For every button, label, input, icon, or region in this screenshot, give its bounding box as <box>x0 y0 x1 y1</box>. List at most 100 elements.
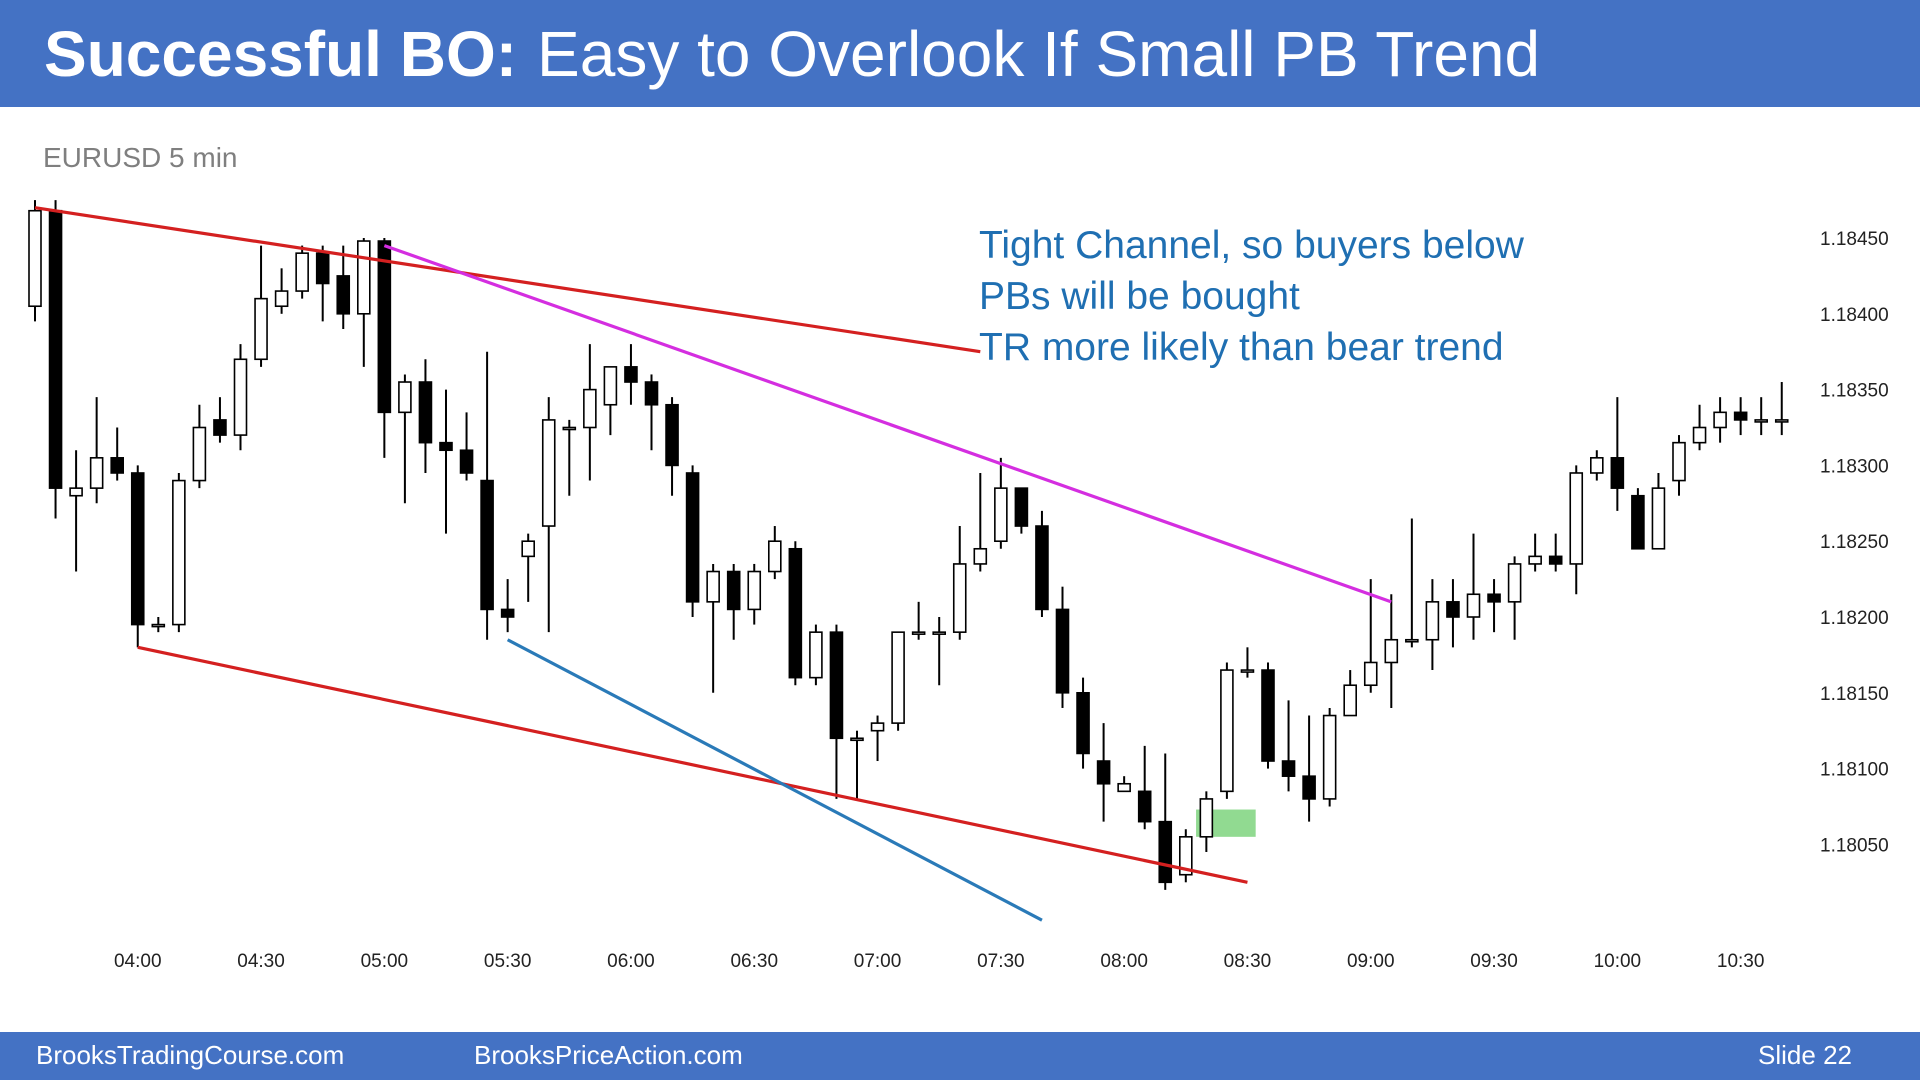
x-tick-label: 06:00 <box>607 951 655 972</box>
bull-candle <box>1672 441 1686 482</box>
footer-center-link[interactable]: BrooksPriceAction.com <box>474 1040 743 1070</box>
y-tick-label: 1.18050 <box>1820 835 1889 856</box>
bull-candle <box>1528 555 1542 565</box>
bull-candle <box>1692 426 1707 444</box>
bull-candle <box>1569 472 1584 565</box>
bull-candle <box>1774 419 1789 423</box>
bear-candle <box>439 441 453 452</box>
bull-candle <box>1117 782 1131 793</box>
y-tick-label: 1.18100 <box>1820 760 1889 781</box>
bull-candle <box>747 570 762 611</box>
bull-candle <box>1713 411 1727 429</box>
bear-candle <box>377 240 392 414</box>
bear-candle <box>788 547 803 679</box>
footer-left-link[interactable]: BrooksTradingCourse.com <box>36 1040 345 1070</box>
bear-candle <box>110 457 124 474</box>
bull-candle <box>1179 836 1193 876</box>
annotation-text: Tight Channel, so buyers below PBs will … <box>979 220 1524 373</box>
bear-candle <box>1610 457 1625 489</box>
bull-candle <box>1220 669 1234 793</box>
bear-candle <box>1014 487 1029 527</box>
trendline-steep-channel <box>506 638 1043 922</box>
bear-candle <box>1733 411 1748 421</box>
bull-candle <box>1466 593 1481 618</box>
bear-candle <box>418 381 433 444</box>
bull-candle <box>1343 684 1357 717</box>
bull-candle <box>398 381 412 414</box>
bear-candle <box>1487 593 1501 603</box>
bear-candle <box>1055 608 1070 694</box>
x-tick-label: 06:30 <box>730 951 778 972</box>
trendline-tight-bear-channel <box>383 244 1392 604</box>
bear-candle <box>1096 760 1111 785</box>
bear-candle <box>1281 760 1296 777</box>
bear-candle <box>644 381 659 406</box>
bull-candle <box>151 623 166 628</box>
bull-candle <box>1322 714 1337 800</box>
bull-candle <box>1754 419 1768 423</box>
x-tick-label: 04:30 <box>237 951 285 972</box>
x-tick-label: 10:00 <box>1594 951 1642 972</box>
bull-candle <box>1363 661 1378 687</box>
slide-title: Successful BO: Easy to Overlook If Small… <box>0 0 1920 107</box>
bear-candle <box>726 570 741 611</box>
bull-candle <box>583 388 597 429</box>
bull-candle <box>911 631 926 635</box>
bull-candle <box>1384 638 1399 664</box>
bear-candle <box>1302 775 1316 800</box>
bull-candle <box>952 563 967 633</box>
bull-candle <box>254 297 268 361</box>
bull-candle <box>706 570 720 603</box>
annotation-line-2: PBs will be bought <box>979 275 1300 318</box>
bear-candle <box>500 608 515 618</box>
trendline-bear-channel-top <box>34 206 981 354</box>
slide-title-bold: Successful BO: <box>44 17 518 90</box>
bull-candle <box>521 540 536 558</box>
bull-candle <box>28 209 42 308</box>
bear-candle <box>1137 790 1152 823</box>
y-tick-label: 1.18250 <box>1820 532 1889 553</box>
bear-candle <box>336 275 351 315</box>
bear-candle <box>1076 691 1090 755</box>
y-tick-label: 1.18150 <box>1820 684 1889 705</box>
candlestick-chart: 1.18050 1.18100 1.18150 1.18200 1.18250 1.183… <box>28 200 1889 972</box>
y-tick-label: 1.18350 <box>1820 381 1889 402</box>
bull-candle <box>274 290 289 308</box>
bull-candle <box>1240 669 1255 673</box>
bull-candle <box>172 479 186 626</box>
bull-candle <box>295 252 309 292</box>
bear-candle <box>685 472 700 603</box>
bear-candle <box>1631 494 1645 550</box>
bear-candle <box>130 472 145 626</box>
bull-candle <box>1425 601 1440 641</box>
bull-candle <box>1590 457 1604 474</box>
bull-candle <box>1507 563 1522 603</box>
bull-candle <box>850 737 864 742</box>
bear-candle <box>315 252 330 285</box>
slide-title-rest: Easy to Overlook If Small PB Trend <box>537 17 1541 90</box>
bear-candle <box>1261 669 1275 762</box>
x-tick-label: 09:00 <box>1347 951 1395 972</box>
x-tick-label: 05:00 <box>361 951 409 972</box>
slide-number: Slide 22 <box>1758 1040 1852 1070</box>
bear-candle <box>665 403 679 467</box>
bear-candle <box>213 419 227 436</box>
x-tick-label: 05:30 <box>484 951 532 972</box>
bull-candle <box>973 547 988 565</box>
trendline-bear-channel-bottom <box>137 645 1248 884</box>
bull-candle <box>192 426 207 482</box>
annotation-line-3: TR more likely than bear trend <box>979 326 1504 369</box>
x-tick-label: 09:30 <box>1470 951 1518 972</box>
bear-candle <box>1158 820 1173 884</box>
x-tick-label: 04:00 <box>114 951 162 972</box>
x-tick-label: 07:30 <box>977 951 1025 972</box>
annotation-line-1: Tight Channel, so buyers below <box>979 224 1524 267</box>
bull-candle <box>767 540 782 573</box>
bull-candle <box>932 631 947 635</box>
bear-candle <box>48 209 63 489</box>
x-tick-label: 08:00 <box>1100 951 1148 972</box>
bull-candle <box>603 366 618 406</box>
bull-candle <box>69 487 83 497</box>
x-tick-label: 08:30 <box>1224 951 1272 972</box>
y-tick-label: 1.18450 <box>1820 229 1889 250</box>
